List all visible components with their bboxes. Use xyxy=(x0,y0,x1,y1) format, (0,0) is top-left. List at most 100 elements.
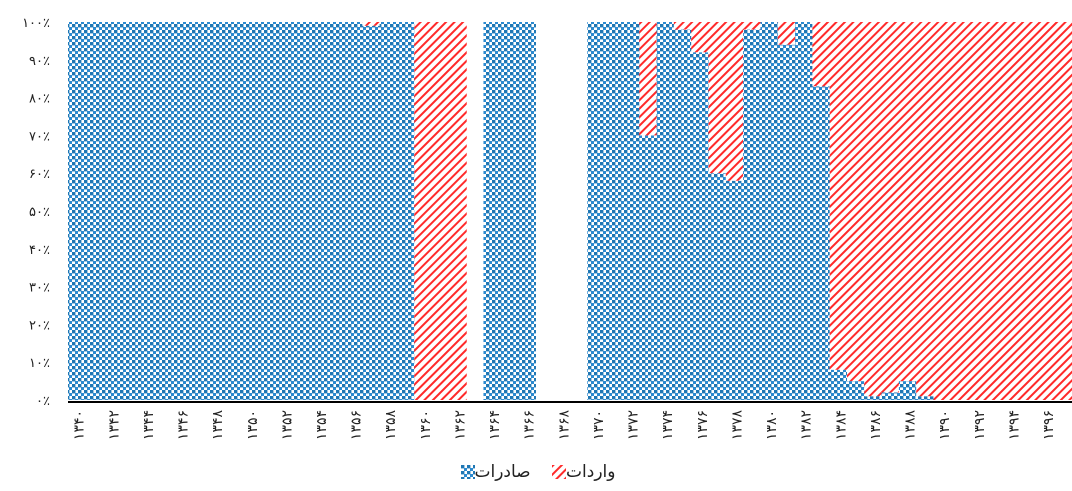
bar-exports-1346 xyxy=(171,22,190,400)
bar-exports-1359 xyxy=(396,22,415,400)
bar-exports-1376 xyxy=(691,52,710,401)
bar-exports-1387 xyxy=(881,392,900,400)
bar-exports-1341 xyxy=(85,22,104,400)
bar-imports-1376 xyxy=(691,22,710,53)
y-axis-ticks: ۰٪ ۱۰٪ ۲۰٪ ۳۰٪ ۴۰٪ ۵۰٪ ۶۰٪ ۷۰٪ ۸۰٪ ۹۰٪ ۱۰۰٪ xyxy=(22,16,50,409)
legend-label-imports: واردات xyxy=(566,462,616,482)
x-tick-label: ۱۳۴۶ xyxy=(176,410,192,440)
x-tick-label: ۱۳۶۴ xyxy=(487,410,503,440)
legend-swatch-exports xyxy=(460,465,475,479)
bar-imports-1397 xyxy=(1054,22,1072,400)
bar-imports-1385 xyxy=(846,22,865,382)
bar-exports-1350 xyxy=(241,22,260,400)
x-tick-label: ۱۳۸۶ xyxy=(868,410,884,440)
x-tick-label: ۱۳۶۰ xyxy=(418,410,434,440)
x-tick-label: ۱۳۹۶ xyxy=(1041,410,1057,440)
bar-exports-1373 xyxy=(639,135,658,400)
bar-exports-1354 xyxy=(310,22,329,400)
x-tick-label: ۱۳۷۸ xyxy=(729,410,745,441)
bar-exports-1349 xyxy=(223,22,242,400)
x-tick-label: ۱۳۵۰ xyxy=(245,410,261,440)
bar-imports-1360 xyxy=(414,22,433,400)
x-tick-label: ۱۳۴۴ xyxy=(141,410,157,440)
bar-imports-1361 xyxy=(431,22,450,400)
x-tick-label: ۱۳۹۲ xyxy=(972,410,988,440)
bar-imports-1390 xyxy=(933,22,952,400)
bar-exports-1370 xyxy=(587,22,606,400)
bar-exports-1374 xyxy=(656,22,675,400)
bar-exports-1381 xyxy=(777,44,796,401)
bar-exports-1340 xyxy=(68,22,86,400)
x-tick-label: ۱۳۷۰ xyxy=(591,410,607,440)
y-tick-label: ۲۰٪ xyxy=(29,318,50,333)
bar-exports-1384 xyxy=(829,369,848,400)
bar-imports-1378 xyxy=(725,22,744,181)
bar-imports-1386 xyxy=(864,22,883,397)
y-tick-label: ۵۰٪ xyxy=(29,205,50,220)
bar-exports-1344 xyxy=(137,22,156,400)
bar-exports-1388 xyxy=(898,381,917,400)
x-tick-label: ۱۳۵۲ xyxy=(279,410,295,440)
bar-imports-1357 xyxy=(362,22,381,26)
x-tick-label: ۱۳۶۲ xyxy=(452,410,468,440)
x-tick-label: ۱۳۴۰ xyxy=(72,410,88,440)
bar-exports-1378 xyxy=(725,180,744,400)
x-tick-label: ۱۳۴۸ xyxy=(210,410,226,441)
x-tick-label: ۱۳۶۸ xyxy=(556,410,572,441)
bar-imports-1392 xyxy=(968,22,987,400)
x-tick-label: ۱۳۹۰ xyxy=(937,410,953,440)
bar-exports-1347 xyxy=(189,22,208,400)
bar-imports-1373 xyxy=(639,22,658,136)
y-tick-label: ۸۰٪ xyxy=(29,92,50,107)
bar-imports-1394 xyxy=(1002,22,1021,400)
x-tick-label: ۱۳۵۸ xyxy=(383,410,399,441)
bar-exports-1351 xyxy=(258,22,277,400)
bar-imports-1375 xyxy=(673,22,692,30)
bar-exports-1343 xyxy=(119,22,138,400)
bar-exports-1385 xyxy=(846,381,865,400)
x-tick-label: ۱۳۴۲ xyxy=(106,410,122,440)
bar-imports-1387 xyxy=(881,22,900,393)
bar-exports-1377 xyxy=(708,173,727,400)
bar-imports-1396 xyxy=(1037,22,1056,400)
bar-exports-1348 xyxy=(206,22,225,400)
bar-exports-1386 xyxy=(864,396,883,400)
y-tick-label: ۴۰٪ xyxy=(29,243,50,258)
bar-imports-1388 xyxy=(898,22,917,382)
x-tick-label: ۱۳۹۴ xyxy=(1006,410,1022,440)
legend-label-exports: صادرات xyxy=(474,462,531,482)
bar-exports-1366 xyxy=(518,22,536,400)
bar-exports-1365 xyxy=(500,22,519,400)
bar-exports-1375 xyxy=(673,29,692,401)
legend-swatch-imports xyxy=(552,465,567,479)
bar-exports-1380 xyxy=(760,22,779,400)
x-tick-label: ۱۳۸۰ xyxy=(764,410,780,440)
x-tick-label: ۱۳۵۶ xyxy=(349,410,365,440)
bar-imports-1393 xyxy=(985,22,1004,400)
y-tick-label: ۳۰٪ xyxy=(29,281,50,296)
bar-exports-1355 xyxy=(327,22,346,400)
bar-exports-1353 xyxy=(293,22,311,400)
bars xyxy=(68,22,1072,401)
bar-imports-1379 xyxy=(743,22,762,30)
bar-exports-1383 xyxy=(812,86,831,400)
x-tick-label: ۱۳۸۲ xyxy=(799,410,815,440)
y-tick-label: ۰٪ xyxy=(36,394,50,409)
x-tick-label: ۱۳۸۴ xyxy=(833,410,849,440)
bar-exports-1389 xyxy=(916,396,935,400)
legend-item-exports: صادرات xyxy=(457,462,531,482)
y-tick-label: ۱۰٪ xyxy=(29,356,50,371)
x-tick-label: ۱۳۷۴ xyxy=(660,410,676,440)
bar-exports-1371 xyxy=(604,22,623,400)
bar-imports-1384 xyxy=(829,22,848,370)
bar-imports-1395 xyxy=(1020,22,1038,400)
bar-imports-1383 xyxy=(812,22,831,87)
bar-exports-1345 xyxy=(154,22,173,400)
bar-imports-1389 xyxy=(916,22,935,397)
x-axis-labels: ۱۳۴۰ ۱۳۴۲ ۱۳۴۴ ۱۳۴۶ ۱۳۴۸ ۱۳۵۰ ۱۳۵۲ ۱۳۵۴ ۱۳۵۶ ۱۳۵۸… xyxy=(72,410,1057,441)
y-tick-label: ۹۰٪ xyxy=(29,54,50,69)
x-tick-label: ۱۳۷۶ xyxy=(695,410,711,440)
x-tick-label: ۱۳۷۲ xyxy=(626,410,642,440)
y-tick-label: ۶۰٪ xyxy=(29,167,50,182)
bar-exports-1357 xyxy=(362,25,381,401)
